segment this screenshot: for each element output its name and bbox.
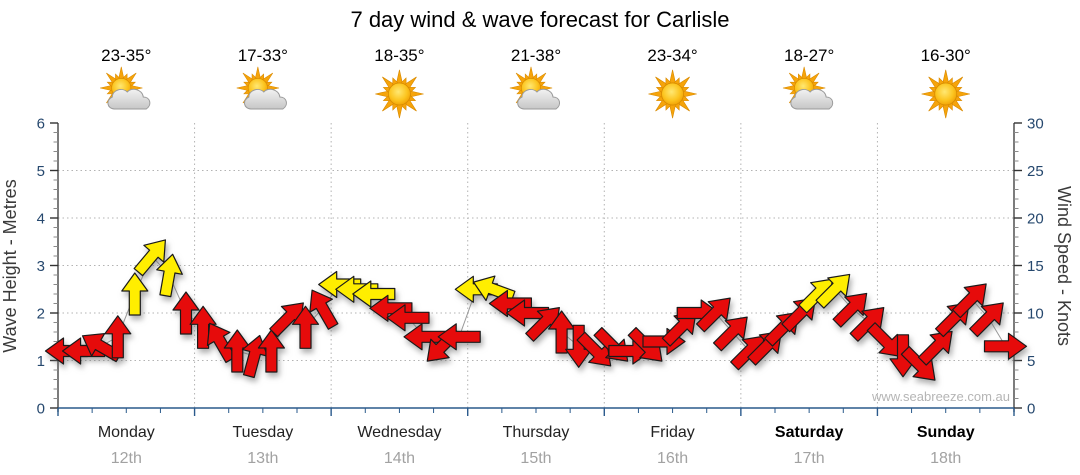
wind-arrow [426,326,462,362]
day-temp-label: 17-33° [238,46,288,65]
wind-arrow [488,289,532,318]
day-temp-label: 23-34° [647,46,697,65]
wind-arrow [695,297,731,333]
sun-glyph [921,69,970,119]
wind-arrows [44,239,1028,381]
wind-arrow [309,289,339,330]
wind-arrow [917,330,953,366]
wind-arrow [206,322,237,364]
sun-disc [387,82,411,106]
cloud-glyph [107,88,151,110]
left-tick-label: 6 [37,116,45,133]
day-date-label: 12th [111,450,142,467]
wind-arrow [712,316,748,352]
day-footers: Monday 12th Tuesday 13th Wednesday 14th Thursd… [98,424,975,467]
weather-icon-sun-cloud [782,66,834,110]
day-temp-label: 18-27° [784,46,834,65]
day-name-label: Sunday [917,424,975,441]
wind-arrow [156,253,183,298]
weather-icon-sun-cloud [509,66,561,110]
cloud-shape [790,88,834,110]
sun-disc [661,82,685,106]
watermark: www.seabreeze.com.au [871,389,1010,404]
axes: 0 1 2 3 4 5 6 0 5 10 15 20 25 30 [37,116,1044,418]
weather-icon-sun [921,69,970,119]
cloud-shape [244,88,287,110]
day-name-label: Friday [650,424,694,441]
left-tick-label: 3 [37,258,45,275]
page-title: 7 day wind & wave forecast for Carlisle [350,7,729,32]
weather-icon-sun-cloud [236,66,287,110]
gridlines [58,123,1014,408]
day-name-label: Thursday [503,424,570,441]
right-tick-label: 30 [1027,116,1044,133]
day-date-label: 18th [930,450,961,467]
sun-disc [934,82,958,106]
day-temp-label: 16-30° [921,46,971,65]
weather-icon-sun [648,69,697,119]
left-axis-label: Wave Height - Metres [0,179,20,352]
sun-glyph [375,69,424,119]
cloud-glyph [244,88,287,110]
sun-glyph [648,69,697,119]
right-tick-label: 0 [1027,401,1035,418]
wind-arrow [983,332,1028,360]
day-name-label: Wednesday [357,424,441,441]
wind-arrow [832,292,868,328]
day-temp-label: 23-35° [101,46,151,65]
day-name-label: Tuesday [232,424,293,441]
wind-arrow [951,283,987,319]
cloud-glyph [790,88,834,110]
day-date-label: 15th [520,450,551,467]
cloud-glyph [517,88,561,110]
wind-arrow [661,311,697,347]
right-tick-label: 20 [1027,211,1044,228]
day-date-label: 14th [384,450,415,467]
wind-arrow [437,323,481,351]
left-tick-label: 0 [37,401,45,418]
right-tick-label: 25 [1027,163,1044,180]
wind-arrow [133,239,166,277]
wind-arrow [172,291,200,335]
right-axis-label: Wind Speed - Knots [1054,186,1074,346]
wind-series [44,239,1028,381]
left-tick-label: 2 [37,306,45,323]
right-tick-label: 15 [1027,258,1044,275]
wind-arrow [386,304,430,332]
weather-icon-sun [375,69,424,119]
day-name-label: Monday [98,424,155,441]
cloud-shape [107,88,151,110]
wind-arrow [189,305,217,349]
wind-arrow [291,305,320,349]
weather-icon-sun-cloud [100,66,151,110]
left-tick-label: 1 [37,353,45,370]
day-temp-label: 18-35° [374,46,424,65]
wind-arrow [352,280,396,308]
wind-arrow [369,294,413,322]
wind-arrow [121,272,149,316]
day-date-label: 17th [794,450,825,467]
day-name-label: Saturday [775,424,844,441]
cloud-shape [517,88,561,110]
right-tick-label: 5 [1027,353,1035,370]
wind-arrow [969,302,1004,338]
day-temp-label: 21-38° [511,46,561,65]
left-tick-label: 5 [37,163,45,180]
day-date-label: 16th [657,450,688,467]
wind-arrow [257,329,285,373]
left-tick-label: 4 [37,211,45,228]
day-headers: 23-35° 17-33° 18-35° 21-38° 23-34° 18-27° 16-3… [100,46,971,119]
day-date-label: 13th [247,450,278,467]
wind-arrow [104,315,132,359]
wind-arrow [815,273,851,309]
wind-arrow [866,322,902,357]
right-tick-label: 10 [1027,306,1044,323]
